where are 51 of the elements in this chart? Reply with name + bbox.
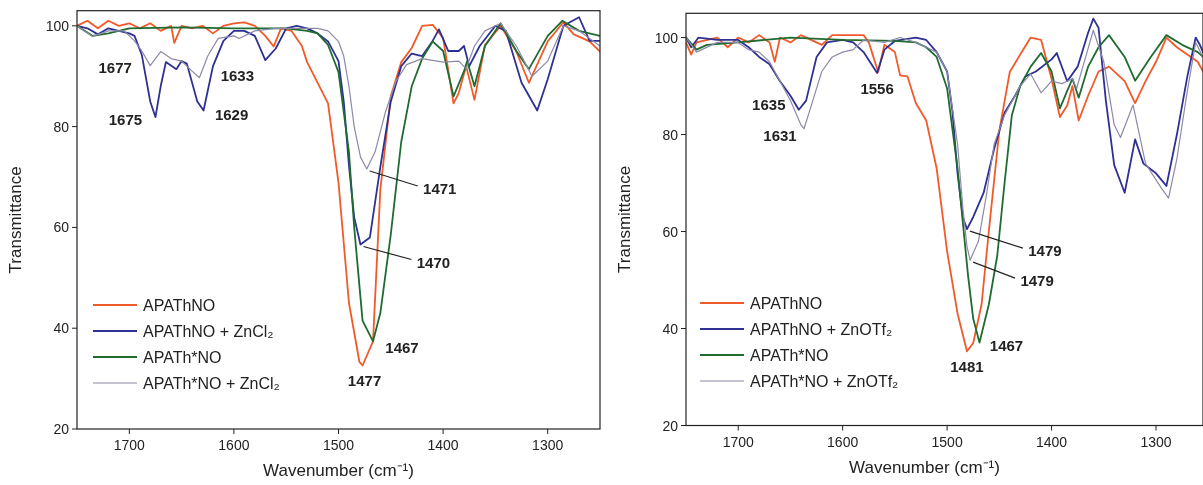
legend-label: APATh*NO — [143, 349, 222, 366]
annotation: 1633 — [220, 66, 255, 84]
x-tick-label: 1700 — [113, 437, 146, 453]
legend-label: APATh*NO + ZnCl₂ — [143, 375, 280, 392]
legend-label: APATh*NO — [750, 347, 829, 364]
x-tick-label: 1400 — [1035, 433, 1068, 450]
annotation: 1675 — [108, 111, 143, 129]
line-series — [77, 22, 600, 170]
y-axis-title: Transmittance — [615, 165, 634, 273]
annotation: 1631 — [763, 126, 797, 144]
x-tick-label: 1400 — [427, 437, 459, 453]
annotation: 1635 — [752, 95, 786, 113]
legend-label: APAThNO + ZnCl₂ — [143, 323, 274, 340]
x-tick-label: 1600 — [827, 433, 859, 450]
y-tick-label: 100 — [45, 17, 70, 34]
y-tick-label: 80 — [53, 118, 70, 135]
line-series — [77, 16, 600, 246]
legend-label: APAThNO + ZnOTf₂ — [750, 321, 893, 338]
x-tick-label: 1500 — [931, 433, 963, 450]
annotation: 1481 — [950, 358, 984, 376]
y-axis-title: Transmittance — [6, 166, 25, 274]
y-tick-label: 60 — [662, 223, 679, 240]
x-tick-label: 1500 — [322, 437, 355, 453]
y-tick-label: 40 — [662, 320, 679, 337]
x-axis-title: Wavenumber (cm⁻¹) — [263, 461, 414, 480]
annotation: 1556 — [860, 79, 894, 97]
legend-label: APATh*NO + ZnOTf₂ — [750, 373, 899, 390]
y-tick-label: 40 — [53, 320, 70, 337]
annotation: 1629 — [214, 106, 249, 124]
annotation: 1471 — [423, 179, 457, 197]
y-tick-label: 20 — [53, 421, 70, 437]
line-series — [686, 29, 1203, 261]
x-axis-title: Wavenumber (cm⁻¹) — [849, 457, 1000, 477]
annotation: 1677 — [98, 58, 132, 76]
line-series — [686, 17, 1203, 230]
x-tick-label: 1700 — [722, 433, 754, 450]
y-tick-label: 20 — [662, 417, 679, 434]
y-tick-label: 100 — [654, 29, 679, 46]
annotation: 1479 — [1020, 272, 1054, 290]
legend-label: APAThNO — [143, 297, 216, 314]
x-tick-label: 1600 — [218, 437, 250, 453]
x-tick-label: 1300 — [532, 437, 564, 453]
annotation: 1477 — [347, 372, 382, 390]
y-tick-label: 80 — [662, 126, 679, 143]
annotation: 1479 — [1028, 242, 1062, 260]
annotation: 1470 — [416, 253, 451, 271]
annotation: 1467 — [385, 339, 419, 357]
y-tick-label: 60 — [53, 219, 70, 236]
legend-label: APAThNO — [750, 295, 823, 312]
x-tick-label: 1300 — [1140, 433, 1172, 450]
annotation: 1467 — [989, 336, 1024, 354]
